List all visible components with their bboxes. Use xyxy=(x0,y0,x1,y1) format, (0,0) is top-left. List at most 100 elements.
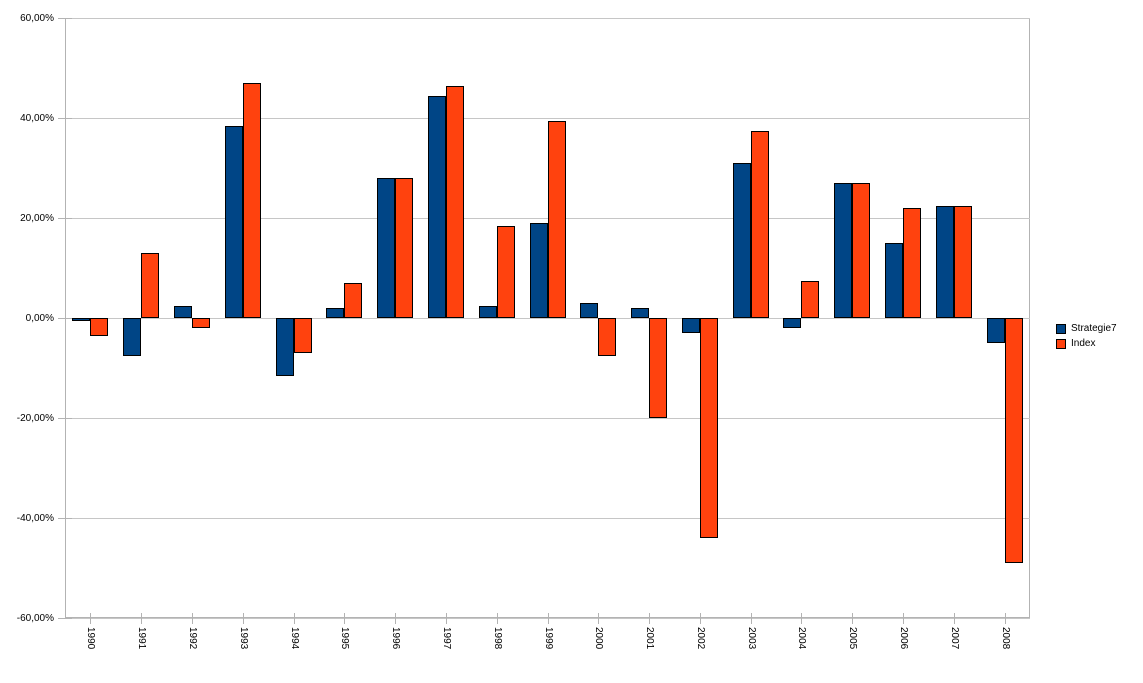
y-axis-label: 60,00% xyxy=(20,13,54,24)
legend: Strategie7 Index xyxy=(1056,323,1117,353)
x-axis-label-1996: 1996 xyxy=(390,627,402,650)
bar-strategie7-1995 xyxy=(326,308,345,318)
x-axis-label-1997: 1997 xyxy=(440,627,452,650)
y-axis-tick xyxy=(58,18,72,19)
bar-index-2005 xyxy=(852,183,871,318)
bar-index-1993 xyxy=(242,83,261,318)
gridline-40 xyxy=(65,118,1030,119)
x-axis-tick xyxy=(242,613,244,624)
x-axis-label-2004: 2004 xyxy=(796,627,808,650)
bar-index-2003 xyxy=(750,130,769,318)
bar-strategie7-1994 xyxy=(275,318,294,376)
x-axis-label-1991: 1991 xyxy=(136,627,148,650)
bar-strategie7-2008 xyxy=(986,318,1005,343)
bar-strategie7-2001 xyxy=(631,308,650,318)
bar-strategie7-1996 xyxy=(377,178,396,318)
gridline-60 xyxy=(65,18,1030,19)
legend-item-index: Index xyxy=(1056,338,1117,349)
x-axis-label-2000: 2000 xyxy=(593,627,605,650)
bar-strategie7-2003 xyxy=(732,163,751,318)
x-axis-tick xyxy=(141,613,143,624)
x-axis-label-2005: 2005 xyxy=(847,627,859,650)
bar-strategie7-1992 xyxy=(173,305,192,318)
legend-swatch-icon xyxy=(1056,323,1066,334)
bar-strategie7-2005 xyxy=(834,183,853,318)
x-axis-tick xyxy=(750,613,752,624)
bar-index-1992 xyxy=(191,318,210,328)
bar-strategie7-2006 xyxy=(885,243,904,318)
x-axis-label-2008: 2008 xyxy=(999,627,1011,650)
y-axis-tick xyxy=(58,318,72,319)
x-axis-tick xyxy=(953,613,955,624)
y-axis-tick xyxy=(58,518,72,519)
x-axis-tick xyxy=(547,613,549,624)
bar-index-1994 xyxy=(293,318,312,353)
x-axis-tick xyxy=(649,613,651,624)
bar-index-2001 xyxy=(649,318,668,418)
x-axis-tick xyxy=(344,613,346,624)
x-axis-tick xyxy=(801,613,803,624)
bar-strategie7-1999 xyxy=(529,223,548,318)
x-axis-label-1990: 1990 xyxy=(85,627,97,650)
bar-index-1996 xyxy=(395,178,414,318)
x-axis-tick xyxy=(395,613,397,624)
bar-strategie7-1997 xyxy=(427,95,446,318)
x-axis-label-1995: 1995 xyxy=(339,627,351,650)
x-axis-label-2006: 2006 xyxy=(898,627,910,650)
x-axis-label-1999: 1999 xyxy=(542,627,554,650)
bar-index-2007 xyxy=(953,205,972,318)
y-axis-label: 0,00% xyxy=(25,313,54,324)
x-axis-label-1993: 1993 xyxy=(237,627,249,650)
x-axis-label-1992: 1992 xyxy=(186,627,198,650)
y-axis-label: 40,00% xyxy=(20,113,54,124)
x-axis-tick xyxy=(445,613,447,624)
x-axis-label-2001: 2001 xyxy=(644,627,656,650)
bar-index-2000 xyxy=(598,318,617,356)
bar-index-2004 xyxy=(801,280,820,318)
x-axis-tick xyxy=(903,613,905,624)
bar-strategie7-1998 xyxy=(478,305,497,318)
y-axis-tick xyxy=(58,218,72,219)
gridline--40 xyxy=(65,518,1030,519)
x-axis-label-2002: 2002 xyxy=(694,627,706,650)
x-axis-tick xyxy=(852,613,854,624)
y-axis-tick xyxy=(58,618,72,619)
x-axis-tick xyxy=(598,613,600,624)
x-axis-label-1998: 1998 xyxy=(491,627,503,650)
y-axis-tick xyxy=(58,118,72,119)
gridline--20 xyxy=(65,418,1030,419)
bar-strategie7-2004 xyxy=(783,318,802,328)
legend-swatch-icon xyxy=(1056,338,1066,349)
bar-index-2006 xyxy=(903,208,922,318)
bar-index-1990 xyxy=(90,318,109,336)
y-axis-label: 20,00% xyxy=(20,213,54,224)
bar-index-1997 xyxy=(445,85,464,318)
x-axis-tick xyxy=(496,613,498,624)
y-axis-tick xyxy=(58,418,72,419)
legend-label: Index xyxy=(1071,338,1096,349)
bar-strategie7-1991 xyxy=(123,318,142,356)
x-axis-tick xyxy=(293,613,295,624)
y-axis-label: -40,00% xyxy=(16,513,54,524)
bar-index-2002 xyxy=(699,318,718,538)
bar-strategie7-2002 xyxy=(681,318,700,333)
bar-index-2008 xyxy=(1004,318,1023,563)
x-axis-tick xyxy=(191,613,193,624)
x-axis-label-1994: 1994 xyxy=(288,627,300,650)
x-axis-tick xyxy=(1004,613,1006,624)
bar-index-1998 xyxy=(496,225,515,318)
legend-label: Strategie7 xyxy=(1071,323,1117,334)
gridline-0 xyxy=(65,318,1030,319)
x-axis-tick xyxy=(90,613,92,624)
x-axis-label-2007: 2007 xyxy=(948,627,960,650)
bar-index-1991 xyxy=(141,253,160,318)
bar-strategie7-2007 xyxy=(935,205,954,318)
bar-strategie7-1990 xyxy=(72,318,91,321)
x-axis-label-2003: 2003 xyxy=(745,627,757,650)
bar-strategie7-2000 xyxy=(580,303,599,318)
bar-index-1995 xyxy=(344,283,363,318)
y-axis-label: -60,00% xyxy=(16,613,54,624)
bar-strategie7-1993 xyxy=(224,125,243,318)
y-axis-label: -20,00% xyxy=(16,413,54,424)
